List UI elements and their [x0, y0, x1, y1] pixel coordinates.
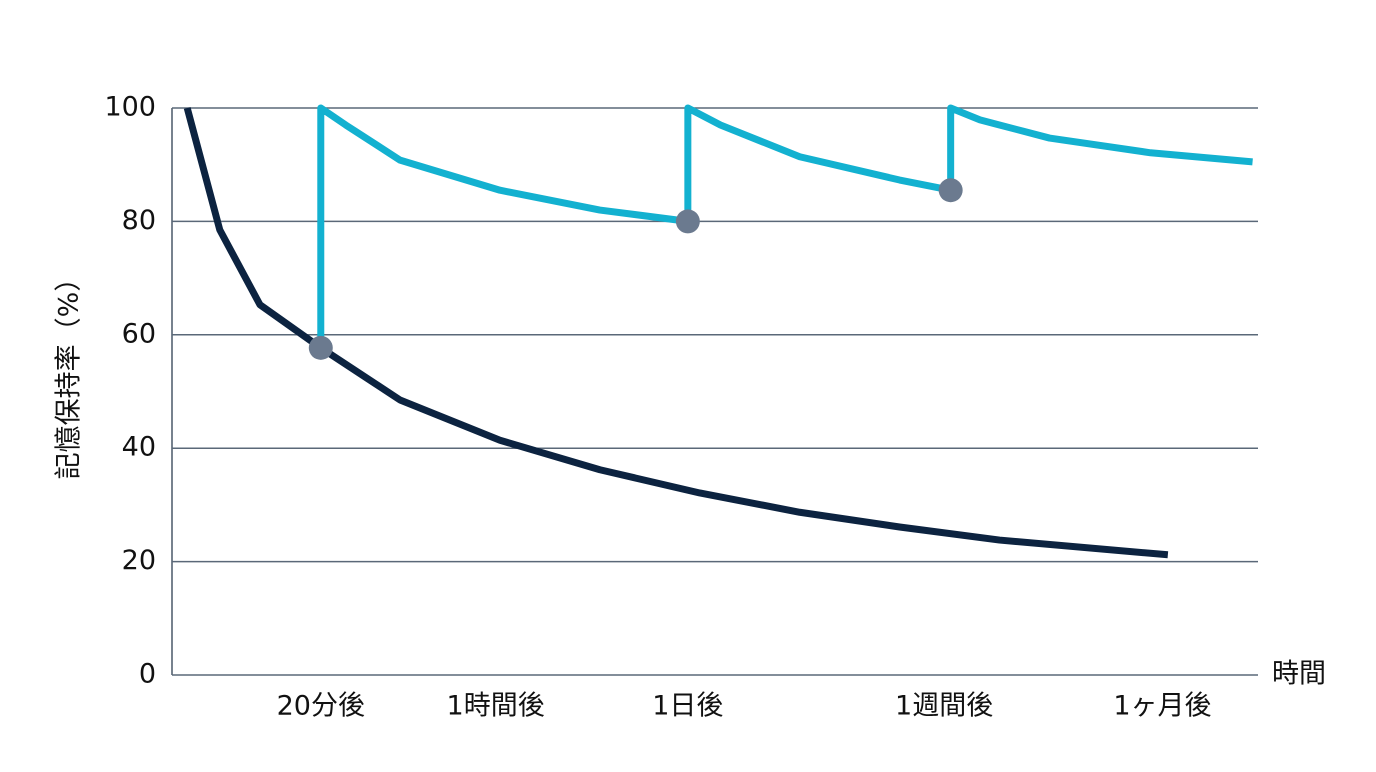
- point: [938, 178, 963, 203]
- y-tick-label: 40: [122, 432, 156, 463]
- y-axis-label: 記憶保持率（%）: [54, 265, 85, 480]
- x-tick-label: 20分後: [277, 691, 365, 722]
- line: [183, 107, 1169, 559]
- x-tick-label: 1ヶ月後: [1113, 691, 1211, 722]
- y-tick-label: 100: [104, 92, 156, 123]
- x-tick-label: 1週間後: [895, 691, 993, 722]
- y-tick-label: 80: [122, 205, 156, 236]
- point: [308, 335, 333, 360]
- point: [675, 209, 700, 234]
- y-tick-label: 60: [122, 318, 156, 349]
- y-tick-label: 20: [122, 545, 156, 576]
- line: [317, 104, 1253, 348]
- y-tick-label: 0: [139, 659, 156, 690]
- x-tick-label: 1日後: [652, 691, 723, 722]
- x-axis-label: 時間: [1272, 659, 1326, 690]
- x-tick-label: 1時間後: [447, 691, 545, 722]
